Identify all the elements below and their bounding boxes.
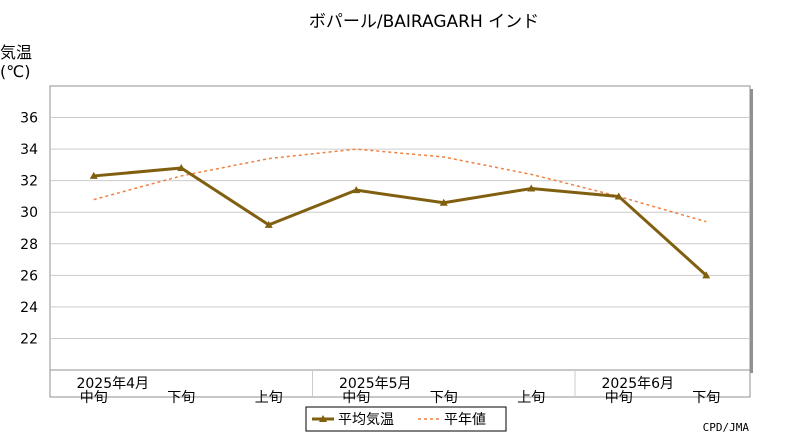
legend-marker-average bbox=[319, 415, 327, 422]
month-label: 2025年5月 bbox=[339, 376, 412, 392]
chart-title: ボパール/BAIRAGARH インド bbox=[309, 12, 539, 32]
x-tick-label: 中旬 bbox=[605, 390, 633, 406]
y-tick-label: 34 bbox=[20, 142, 38, 158]
x-tick-label: 上旬 bbox=[517, 390, 545, 406]
data-point-average bbox=[439, 198, 448, 206]
x-tick-label: 上旬 bbox=[255, 390, 283, 406]
y-tick-label: 22 bbox=[20, 331, 38, 347]
x-tick-label: 下旬 bbox=[692, 390, 720, 406]
plot-frame bbox=[49, 85, 751, 371]
data-point-average bbox=[89, 171, 98, 179]
x-tick-label: 下旬 bbox=[167, 390, 195, 406]
y-tick-label: 36 bbox=[20, 111, 38, 127]
data-point-average bbox=[614, 192, 623, 200]
y-tick-label: 32 bbox=[20, 174, 38, 190]
y-tick-label: 28 bbox=[20, 237, 38, 253]
y-axis-label: 気温 bbox=[0, 43, 32, 62]
month-label: 2025年4月 bbox=[76, 376, 149, 392]
y-tick-label: 30 bbox=[20, 205, 38, 221]
credit-label: CPD/JMA bbox=[703, 421, 750, 434]
data-point-average bbox=[527, 184, 536, 192]
y-tick-label: 26 bbox=[20, 268, 38, 284]
data-point-average bbox=[264, 220, 273, 228]
legend: 平均気温 平年値 bbox=[305, 406, 507, 432]
plot-area: 22 24 26 28 30 32 34 36 中旬 下旬 上旬 中旬 下旬 上旬 中旬 下旬 2025年4月 2… bbox=[20, 85, 753, 406]
legend-label-average: 平均気温 bbox=[338, 412, 394, 428]
x-tick-label: 下旬 bbox=[430, 390, 458, 406]
legend-box bbox=[305, 406, 507, 432]
series-line-average bbox=[93, 166, 708, 277]
y-axis-unit: (℃) bbox=[0, 62, 30, 81]
month-label: 2025年6月 bbox=[601, 376, 674, 392]
data-point-average bbox=[352, 186, 361, 194]
legend-label-normal: 平年値 bbox=[444, 412, 486, 428]
data-point-average bbox=[177, 164, 186, 172]
y-tick-label: 24 bbox=[20, 300, 38, 316]
x-tick-label: 中旬 bbox=[80, 390, 108, 406]
x-tick-label: 中旬 bbox=[342, 390, 370, 406]
data-point-average bbox=[702, 271, 711, 279]
x-label-strip bbox=[49, 369, 751, 398]
